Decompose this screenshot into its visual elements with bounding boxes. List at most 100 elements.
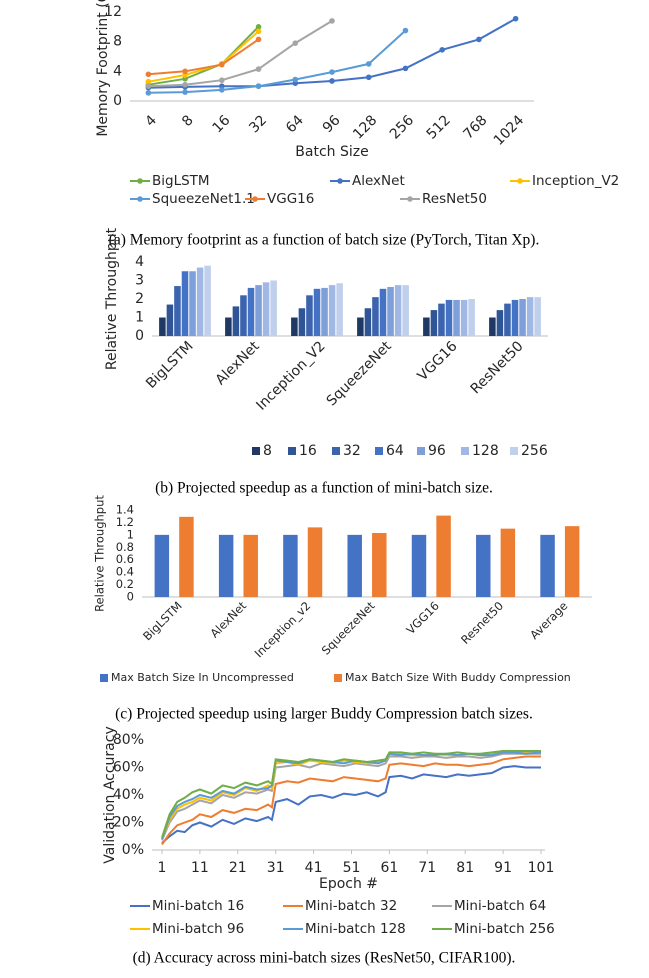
bar: [564, 526, 580, 597]
x-tick-label: 768: [460, 112, 490, 142]
marker: [255, 36, 262, 43]
bar: [534, 297, 541, 336]
bar: [460, 299, 468, 336]
y-tick-label: 0: [127, 590, 134, 604]
y-tick-label: 40%: [113, 787, 144, 803]
y-tick-label: 0.4: [116, 565, 134, 579]
legend-label: AlexNet: [352, 173, 405, 189]
bar: [174, 286, 181, 336]
marker: [329, 78, 335, 84]
x-tick-label: VGG16: [415, 338, 461, 384]
marker: [255, 28, 262, 35]
bar: [372, 532, 387, 597]
x-tick-label: 8: [179, 112, 197, 130]
series-line: [161, 755, 541, 846]
bar: [283, 534, 298, 597]
legend-marker: [337, 178, 343, 184]
y-tick-label: 0.6: [116, 552, 134, 566]
bar: [379, 288, 387, 336]
bar: [225, 317, 232, 336]
x-tick-label: 16: [210, 112, 234, 136]
bar: [453, 299, 460, 336]
marker: [219, 87, 225, 93]
y-axis-title: Relative Throughput: [104, 227, 120, 370]
legend-swatch: [375, 447, 383, 455]
x-tick-label: 21: [229, 860, 247, 876]
legend-label: Mini-batch 32: [305, 898, 397, 914]
marker: [365, 74, 372, 81]
marker: [255, 24, 262, 30]
bar: [500, 528, 516, 597]
bar: [298, 308, 306, 336]
marker: [145, 78, 152, 85]
legend-label: Inception_V2: [532, 173, 619, 189]
legend-label: BigLSTM: [152, 173, 210, 189]
x-tick-label: BigLSTM: [140, 599, 185, 644]
legend-swatch: [100, 674, 108, 682]
series-line: [148, 38, 260, 76]
marker: [329, 18, 335, 24]
x-tick-label: 51: [343, 860, 361, 876]
series-line: [148, 30, 260, 83]
bar: [255, 285, 262, 336]
y-tick-label: 80%: [113, 732, 144, 748]
marker: [255, 66, 262, 72]
bar: [196, 267, 204, 336]
y-tick-label: 0.2: [116, 577, 134, 591]
bar: [189, 271, 196, 336]
marker: [219, 61, 225, 68]
marker: [145, 83, 152, 89]
bar: [364, 308, 372, 336]
x-tick-label: 512: [424, 112, 454, 142]
y-tick-label: 4: [135, 254, 144, 270]
marker: [219, 77, 225, 84]
x-tick-label: 1: [158, 860, 167, 876]
y-tick-label: 20%: [113, 815, 144, 831]
bar: [438, 303, 445, 336]
legend-marker: [137, 196, 143, 202]
bar: [306, 295, 313, 336]
y-tick-label: 0: [113, 93, 122, 109]
series-line: [148, 26, 260, 86]
series-line: [148, 17, 517, 89]
x-tick-label: 81: [456, 860, 474, 876]
bar: [445, 299, 453, 336]
x-tick-label: Resnet50: [458, 599, 506, 647]
bar: [526, 297, 534, 336]
marker: [365, 61, 372, 67]
bar: [243, 534, 258, 597]
marker: [292, 40, 299, 46]
legend-marker: [252, 196, 258, 202]
x-tick-label: 96: [320, 112, 344, 136]
legend-swatch: [332, 447, 340, 455]
bar: [159, 317, 166, 336]
y-tick-label: 1: [135, 310, 144, 326]
x-tick-label: 256: [387, 112, 417, 142]
legend-label: Max Batch Size In Uncompressed: [111, 671, 294, 684]
x-tick-label: AlexNet: [213, 338, 263, 388]
x-tick-label: Inception_v2: [252, 599, 314, 661]
bar: [504, 303, 511, 336]
x-tick-label: 71: [418, 860, 436, 876]
bar: [291, 317, 298, 336]
series-line: [161, 765, 541, 844]
x-tick-label: Inception_V2: [253, 338, 328, 413]
bar: [519, 299, 526, 336]
bar: [270, 280, 277, 336]
legend-label: Mini-batch 256: [454, 921, 555, 937]
bar: [496, 310, 504, 336]
marker: [182, 89, 188, 95]
legend-label: ResNet50: [422, 191, 487, 207]
x-tick-label: 128: [350, 112, 380, 142]
bar: [411, 534, 427, 597]
y-tick-label: 4: [113, 63, 122, 79]
x-tick-label: 31: [267, 860, 285, 876]
bar: [204, 265, 211, 336]
caption: (b) Projected speedup as a function of m…: [155, 480, 493, 497]
x-tick-label: 32: [246, 112, 270, 136]
legend-swatch: [417, 447, 425, 455]
y-tick-label: 1: [127, 527, 134, 541]
bar: [181, 271, 189, 336]
bar: [423, 317, 430, 336]
series-line: [161, 750, 541, 838]
